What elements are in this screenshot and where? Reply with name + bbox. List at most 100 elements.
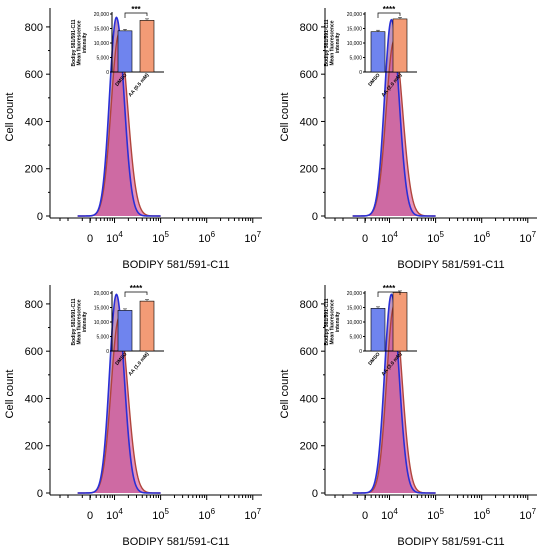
y-tick-label: 200 <box>300 164 318 176</box>
inset-y-tick-label: 20,000 <box>347 12 363 18</box>
inset-significance-label: *** <box>131 5 141 14</box>
inset-y-tick-label: 0 <box>106 70 109 76</box>
inset-y-axis-label: Bodipy 581/591-C11Mean fluorescenceinten… <box>324 19 341 66</box>
y-tick-label: 800 <box>300 299 318 311</box>
y-tick-label: 600 <box>300 346 318 358</box>
inset-category-label: AA (1.0 mM) <box>127 351 150 377</box>
inset-y-axis-label: Bodipy 581/591-C11Mean fluorescenceinten… <box>71 298 88 345</box>
x-axis-label: BODIPY 581/591-C11 <box>122 536 229 548</box>
inset-category-label: DMSO <box>367 351 381 366</box>
y-tick-label: 400 <box>25 393 43 405</box>
x-tick-label: 0 <box>362 233 368 245</box>
inset-significance-bracket <box>377 12 401 18</box>
inset-y-tick-label: 15,000 <box>94 305 110 311</box>
histogram-treated-fill <box>352 41 436 216</box>
y-tick-label: 200 <box>25 164 43 176</box>
inset-y-tick-label: 20,000 <box>347 291 363 297</box>
x-axis-label: BODIPY 581/591-C11 <box>397 259 504 271</box>
y-tick-label: 0 <box>37 488 43 500</box>
y-tick-label: 800 <box>25 299 43 311</box>
x-tick-label: 106 <box>198 230 215 245</box>
y-tick-label: 400 <box>25 116 43 128</box>
y-tick-label: 800 <box>25 22 43 34</box>
inset-bar-aa <box>392 18 408 73</box>
x-tick-label: 106 <box>198 507 215 522</box>
histogram-treated-fill <box>77 318 161 493</box>
y-tick-label: 600 <box>25 69 43 81</box>
histogram-control-line <box>77 293 161 494</box>
x-tick-label: 105 <box>427 507 444 522</box>
inset-y-tick-label: 20,000 <box>94 291 110 297</box>
inset-y-tick-label: 10,000 <box>94 320 110 326</box>
inset-bar-dmso <box>370 308 386 352</box>
y-axis-label: Cell count <box>279 93 291 142</box>
inset-category-label: DMSO <box>367 72 381 87</box>
inset-y-tick-label: 0 <box>359 349 362 355</box>
x-tick-label: 105 <box>152 507 169 522</box>
inset-bar-chart: 0 5,000 10,000 15,000 20,000 Bodipy 581/591-C… <box>324 284 417 377</box>
inset-bar-dmso <box>117 30 133 73</box>
histogram-treated-fill <box>352 306 436 493</box>
y-tick-label: 0 <box>312 488 318 500</box>
y-tick-label: 200 <box>25 441 43 453</box>
x-tick-label: 104 <box>381 230 398 245</box>
y-tick-label: 600 <box>25 346 43 358</box>
x-tick-label: 0 <box>87 233 93 245</box>
inset-y-tick-label: 5,000 <box>96 55 109 61</box>
y-axis-label: Cell count <box>4 370 16 419</box>
x-tick-label: 106 <box>473 230 490 245</box>
histogram-panel-bottom-right: 0 200 400 600 800 0 104 105 106 107 BODIPY 581/591… <box>279 284 537 548</box>
inset-bar-aa <box>139 20 155 73</box>
y-tick-label: 800 <box>300 22 318 34</box>
x-tick-label: 105 <box>427 230 444 245</box>
inset-significance-label: **** <box>383 5 396 14</box>
inset-y-tick-label: 10,000 <box>347 320 363 326</box>
histogram-panel-top-right: 0 200 400 600 800 0 104 105 106 107 BODIPY 581/591… <box>279 5 537 271</box>
x-tick-label: 104 <box>381 507 398 522</box>
inset-y-tick-label: 5,000 <box>349 55 362 61</box>
x-tick-label: 104 <box>106 507 123 522</box>
inset-y-tick-label: 10,000 <box>347 41 363 47</box>
x-tick-label: 107 <box>244 230 261 245</box>
histogram-treated-fill <box>77 34 161 216</box>
inset-significance-bracket <box>377 291 401 297</box>
inset-bar-dmso <box>370 31 386 73</box>
inset-significance-bracket <box>124 291 148 297</box>
y-tick-label: 600 <box>300 69 318 81</box>
inset-bar-aa <box>392 292 408 352</box>
y-axis-label: Cell count <box>279 370 291 419</box>
inset-y-tick-label: 0 <box>106 349 109 355</box>
inset-y-tick-label: 15,000 <box>94 26 110 32</box>
inset-bar-aa <box>139 300 155 352</box>
inset-y-tick-label: 15,000 <box>347 305 363 311</box>
x-tick-label: 107 <box>519 507 536 522</box>
y-tick-label: 400 <box>300 116 318 128</box>
inset-y-tick-label: 0 <box>359 70 362 76</box>
x-axis-label: BODIPY 581/591-C11 <box>397 536 504 548</box>
x-tick-label: 105 <box>152 230 169 245</box>
inset-y-tick-label: 5,000 <box>349 334 362 340</box>
y-axis-label: Cell count <box>4 93 16 142</box>
inset-y-tick-label: 5,000 <box>96 334 109 340</box>
inset-significance-label: **** <box>383 284 396 293</box>
x-tick-label: 106 <box>473 507 490 522</box>
x-tick-label: 107 <box>519 230 536 245</box>
inset-y-tick-label: 10,000 <box>94 41 110 47</box>
inset-y-tick-label: 20,000 <box>94 12 110 18</box>
x-axis-label: BODIPY 581/591-C11 <box>122 259 229 271</box>
x-tick-label: 107 <box>244 507 261 522</box>
y-tick-label: 0 <box>312 211 318 223</box>
inset-significance-label: **** <box>130 284 143 293</box>
y-tick-label: 200 <box>300 441 318 453</box>
x-tick-label: 0 <box>87 510 93 522</box>
histogram-control-line <box>77 16 161 217</box>
inset-category-label: AA (0.5 mM) <box>127 72 150 98</box>
histogram-panel-top-left: 0 200 400 600 800 0 104 105 106 107 BODIPY 581/591… <box>4 5 262 271</box>
y-tick-label: 400 <box>300 393 318 405</box>
inset-y-axis-label: Bodipy 581/591-C11Mean fluorescenceinten… <box>324 298 341 345</box>
x-tick-label: 0 <box>362 510 368 522</box>
inset-bar-chart: 0 5,000 10,000 15,000 20,000 Bodipy 581/591-C… <box>324 5 417 98</box>
inset-y-tick-label: 15,000 <box>347 26 363 32</box>
inset-bar-dmso <box>117 310 133 352</box>
